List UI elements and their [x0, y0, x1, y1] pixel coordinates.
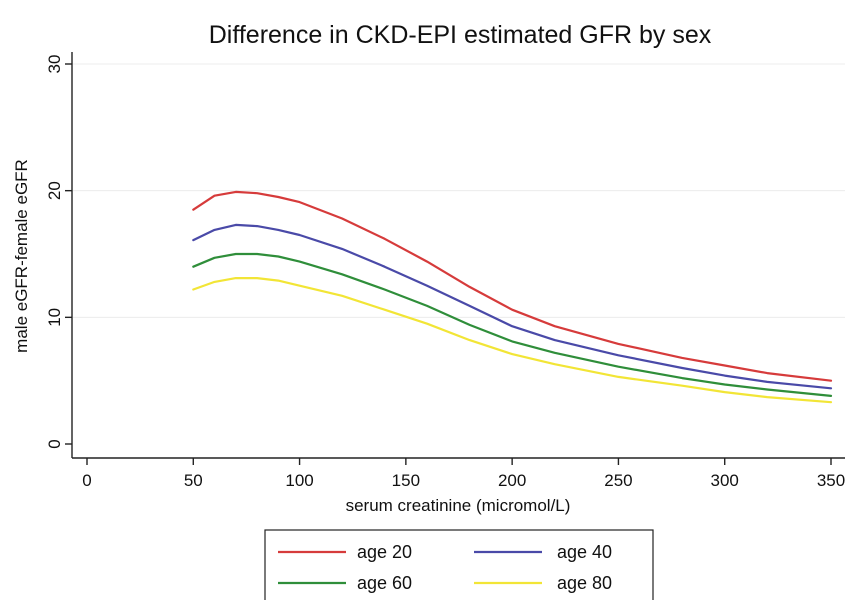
series-line [192, 252, 833, 397]
legend-label: age 40 [557, 542, 612, 562]
chart-title: Difference in CKD-EPI estimated GFR by s… [209, 21, 712, 49]
series-line [192, 223, 833, 390]
x-tick-label: 50 [184, 471, 203, 490]
y-tick-label: 30 [45, 55, 64, 74]
axes [71, 52, 845, 459]
legend-label: age 80 [557, 573, 612, 593]
grid [73, 63, 845, 318]
legend-label: age 60 [357, 573, 412, 593]
x-axis-title: serum creatinine (micromol/L) [346, 496, 571, 515]
series-line [192, 277, 833, 404]
y-tick-label: 20 [45, 181, 64, 200]
x-tick-label: 200 [498, 471, 526, 490]
legend-box [264, 529, 654, 600]
legend: age 20 age 40 age 60 age 80 [264, 529, 654, 600]
y-tick-label: 10 [45, 308, 64, 327]
x-tick-label: 150 [392, 471, 420, 490]
y-axis-title: male eGFR-female eGFR [12, 159, 31, 353]
x-tick-label: 0 [82, 471, 91, 490]
x-tick-label: 300 [711, 471, 739, 490]
x-tick-label: 350 [817, 471, 845, 490]
y-tick-label: 0 [45, 439, 64, 448]
series-lines [192, 190, 833, 404]
x-tick-label: 100 [285, 471, 313, 490]
x-tick-label: 250 [604, 471, 632, 490]
series-line [192, 190, 833, 382]
legend-label: age 20 [357, 542, 412, 562]
